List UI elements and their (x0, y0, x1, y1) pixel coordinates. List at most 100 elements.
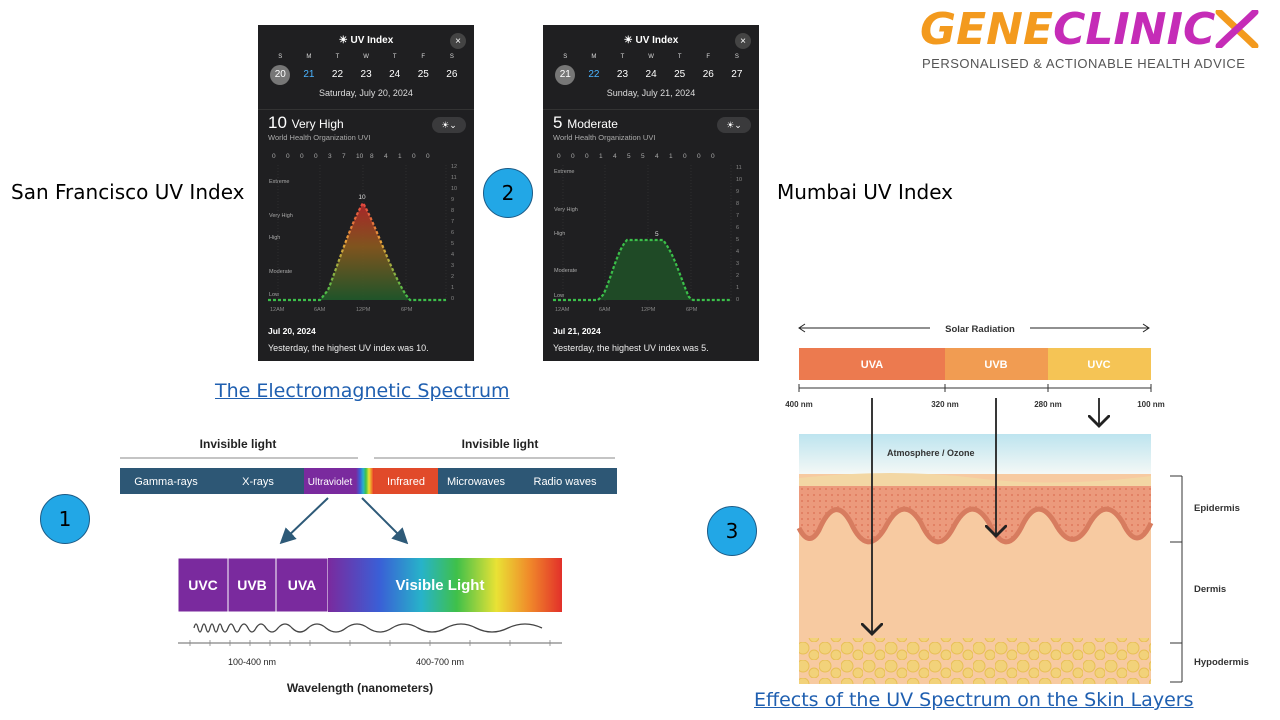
scale-tick: 5 (451, 241, 454, 247)
uv-title: ☀ UV Index (258, 35, 474, 46)
hourly-value: 0 (426, 153, 430, 160)
scale-tick: 2 (736, 273, 739, 279)
scale-tick: 0 (451, 296, 454, 302)
geneclinic-logo: GENECLINIC PERSONALISED & ACTIONABLE HEA… (920, 8, 1270, 78)
scale-tick: 4 (736, 249, 739, 255)
uv-curve-line (268, 200, 446, 302)
level-label: High (554, 231, 565, 237)
hourly-value: 0 (286, 153, 290, 160)
hourly-value: 1 (599, 153, 603, 160)
band-label: X-rays (242, 476, 274, 488)
visible-label: Visible Light (396, 577, 485, 594)
skin-band-label: UVB (984, 359, 1007, 371)
date-row: 20 21 22 23 24 25 26 (266, 65, 466, 85)
band-radio (514, 468, 617, 494)
date[interactable]: 25 (674, 69, 686, 80)
uv-band-label: UVC (188, 577, 218, 593)
sun-icon: ☀ (623, 35, 633, 46)
scale-tick: 10 (451, 186, 457, 192)
uv-title-text: UV Index (635, 35, 679, 46)
uv-panel-header: ☀ UV Index × S M T W T F S 20 21 22 23 2… (258, 25, 474, 110)
uv-title: ☀ UV Index (543, 35, 759, 46)
date[interactable]: 24 (389, 69, 401, 80)
uv-level: Moderate (567, 117, 618, 131)
uv-level: Very High (291, 117, 344, 131)
date-today[interactable]: 21 (303, 69, 315, 80)
hourly-value: 4 (613, 153, 617, 160)
date[interactable]: 22 (331, 69, 344, 80)
time-label: 12PM (356, 307, 371, 313)
weekday: S (734, 54, 739, 60)
hourly-value: 0 (557, 153, 561, 160)
band-label: Radio waves (534, 476, 597, 488)
wavelength-label: 100 nm (1137, 400, 1165, 409)
weekday: S (563, 54, 568, 60)
level-label: Very High (269, 213, 293, 219)
uv-chart-sf: 0 0 0 0 3 7 10 8 4 1 0 0 Extreme Very Hi… (268, 153, 457, 313)
scale-tick: 1 (736, 285, 739, 291)
uv-number: 5 (553, 113, 563, 132)
scale-tick: 1 (451, 285, 454, 291)
badge-three: 3 (707, 506, 757, 556)
date-selected[interactable]: 20 (270, 65, 291, 85)
close-icon[interactable]: × (450, 33, 466, 49)
hourly-value: 8 (370, 153, 374, 160)
date[interactable]: 26 (702, 69, 714, 80)
wavelength-label: 400 nm (785, 400, 813, 409)
level-label: Extreme (554, 169, 574, 175)
hourly-value: 5 (641, 153, 645, 160)
level-label: Low (554, 293, 564, 299)
san-francisco-caption: San Francisco UV Index (11, 180, 245, 204)
date[interactable]: 27 (731, 69, 743, 80)
uva-bar (799, 348, 945, 380)
date-label: Saturday, July 20, 2024 (319, 88, 413, 98)
date[interactable]: 24 (645, 69, 657, 80)
invisible-light-left: Invisible light (200, 437, 277, 451)
weekday: M (591, 54, 597, 60)
layer-label: Hypodermis (1194, 657, 1249, 668)
wavelength-label: 320 nm (931, 400, 959, 409)
date[interactable]: 23 (616, 69, 629, 80)
weekday: T (677, 54, 682, 60)
date-today[interactable]: 22 (588, 69, 600, 80)
scale-tick: 8 (736, 201, 739, 207)
weekday: T (620, 54, 625, 60)
band-xray (212, 468, 304, 494)
weekday: S (449, 54, 454, 60)
skin-layers-link[interactable]: Effects of the UV Spectrum on the Skin L… (754, 689, 1194, 711)
hourly-value: 1 (669, 153, 673, 160)
hourly-value: 0 (571, 153, 575, 160)
band-ultraviolet (304, 468, 356, 494)
band-infrared (374, 468, 438, 494)
scale-tick: 2 (451, 274, 454, 280)
level-label: Moderate (269, 269, 292, 275)
scale-tick: 12 (451, 164, 457, 170)
band-label: Infrared (387, 476, 425, 488)
date[interactable]: 26 (446, 69, 458, 80)
band-microwave (438, 468, 514, 494)
date[interactable]: 25 (417, 69, 429, 80)
uvb-block (227, 557, 277, 613)
scale-tick: 10 (736, 177, 742, 183)
logo-tagline: PERSONALISED & ACTIONABLE HEALTH ADVICE (922, 56, 1246, 71)
sun-toggle-button[interactable]: ☀⌄ (717, 117, 751, 133)
band-visible (356, 468, 374, 494)
scale-tick: 3 (736, 261, 739, 267)
hourly-value: 0 (711, 153, 715, 160)
weekday: F (421, 54, 426, 60)
scale-tick: 8 (451, 208, 454, 214)
hourly-value: 0 (272, 153, 276, 160)
uv-source: World Health Organization UVI (553, 133, 656, 142)
close-icon[interactable]: × (735, 33, 751, 49)
em-spectrum-link[interactable]: The Electromagnetic Spectrum (215, 380, 510, 402)
wave-line (193, 623, 543, 633)
wavelength-axis-label: Wavelength (nanometers) (287, 681, 433, 695)
hourly-value: 4 (655, 153, 659, 160)
date[interactable]: 23 (360, 69, 372, 80)
uv-number: 10 (268, 113, 287, 132)
uv-band-label: UVA (288, 577, 317, 593)
sun-toggle-button[interactable]: ☀⌄ (432, 117, 466, 133)
peak-label: 5 (655, 231, 659, 238)
logo-wordmark: GENECLINIC (920, 8, 1270, 52)
date-selected[interactable]: 21 (555, 65, 576, 85)
